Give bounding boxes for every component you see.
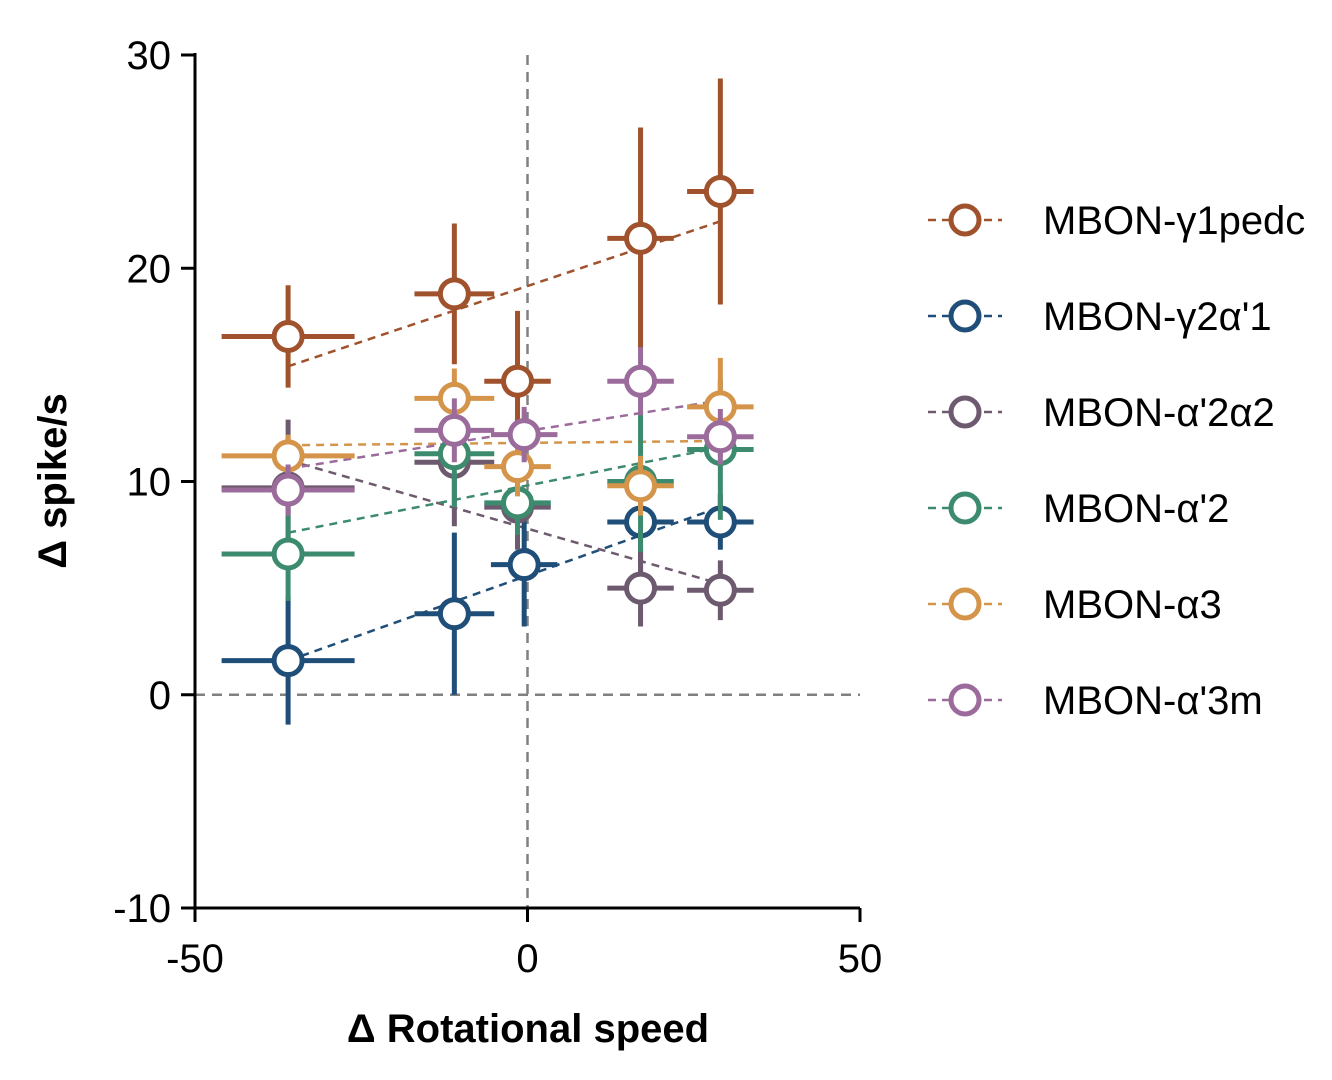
series-fit-line	[288, 439, 721, 447]
y-tick-label: 20	[127, 247, 172, 291]
legend-marker	[948, 299, 982, 333]
data-point-marker	[271, 473, 305, 507]
legend-label: MBON-α3	[1043, 583, 1222, 627]
y-tick-label: 30	[127, 34, 172, 78]
x-tick-label: -50	[166, 937, 224, 981]
legend: MBON-γ1pedc MBON-γ2α'1 MBON-α'2α2 MBON-α'2 M…	[928, 199, 1305, 723]
legend-label: MBON-α'2	[1043, 487, 1229, 531]
data-point-marker	[507, 548, 541, 582]
series-fit-line	[287, 446, 721, 534]
legend-entry: MBON-γ1pedc	[928, 199, 1305, 243]
series-fit-line	[287, 399, 721, 470]
series-points-group	[221, 466, 754, 725]
data-point-marker	[501, 364, 535, 398]
legend-entry: MBON-α3	[928, 583, 1222, 627]
data-point-marker	[271, 537, 305, 571]
y-tick-label: -10	[113, 887, 171, 931]
legend-entry: MBON-α'3m	[928, 679, 1263, 723]
y-tick-label: 0	[149, 674, 171, 718]
data-point-marker	[624, 221, 658, 255]
legend-marker	[948, 587, 982, 621]
data-point-marker	[624, 364, 658, 398]
legend-entry: MBON-α'2	[928, 487, 1229, 531]
data-point-marker	[437, 413, 471, 447]
series-points-group	[221, 78, 754, 452]
legend-marker	[948, 395, 982, 429]
legend-label: MBON-γ1pedc	[1043, 199, 1305, 243]
data-point-marker	[624, 469, 658, 503]
series-group	[287, 458, 721, 586]
data-point-marker	[703, 174, 737, 208]
y-tick-label: 10	[127, 461, 172, 505]
y-axis-title: Δ spike/s	[31, 393, 75, 569]
data-point-marker	[703, 573, 737, 607]
legend-entry: MBON-γ2α'1	[928, 295, 1272, 339]
data-point-marker	[501, 450, 535, 484]
legend-entry: MBON-α'2α2	[928, 391, 1275, 435]
series-fit-line	[287, 458, 721, 586]
plot-area	[195, 55, 860, 908]
data-point-marker	[271, 319, 305, 353]
data-point-marker	[624, 571, 658, 605]
x-tick-label: 0	[516, 937, 538, 981]
series-group	[288, 439, 721, 447]
legend-label: MBON-α'3m	[1043, 679, 1263, 723]
legend-label: MBON-α'2α2	[1043, 391, 1275, 435]
data-point-marker	[703, 420, 737, 454]
data-point-marker	[437, 277, 471, 311]
data-point-marker	[271, 644, 305, 678]
series-points-group	[221, 347, 754, 516]
series-group	[287, 399, 721, 470]
data-point-marker	[437, 597, 471, 631]
axes: -10 0 10 20 30 -50 0 50	[113, 34, 882, 981]
series-group	[287, 446, 721, 534]
legend-label: MBON-γ2α'1	[1043, 295, 1272, 339]
legend-marker	[948, 491, 982, 525]
x-axis-title: Δ Rotational speed	[347, 1007, 709, 1051]
data-point-marker	[507, 418, 541, 452]
x-tick-label: 50	[838, 937, 883, 981]
legend-marker	[948, 683, 982, 717]
legend-marker	[948, 203, 982, 237]
